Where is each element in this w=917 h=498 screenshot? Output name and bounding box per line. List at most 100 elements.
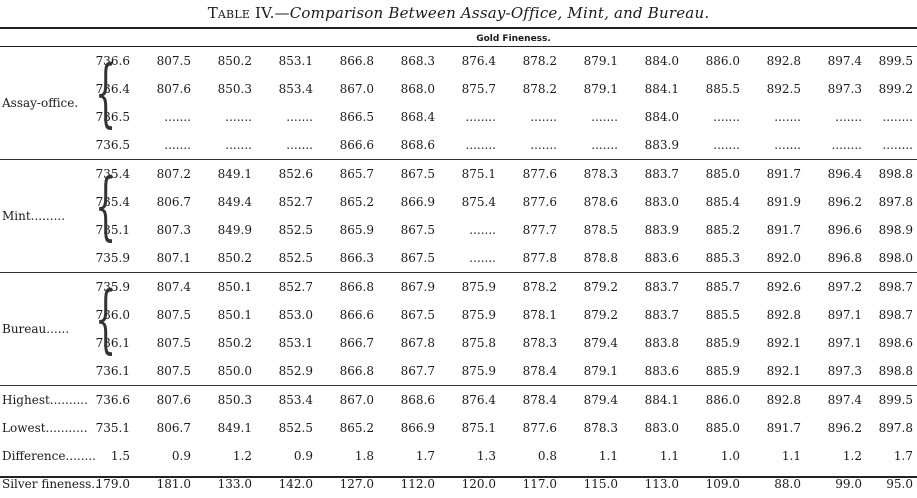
fineness-cell: 866.5 [339,110,374,124]
fineness-cell: 852.5 [278,251,313,265]
fineness-cell: ........ [882,138,913,152]
group-label: Mint......... [0,159,82,273]
fineness-cell: 866.3 [339,251,374,265]
fineness-cell: 883.6 [644,251,679,265]
fineness-cell: 865.9 [339,223,374,237]
summary-cell: 1.7 [415,449,435,463]
fineness-cell: ....... [591,110,618,124]
fineness-cell: ........ [882,110,913,124]
summary-cell: 109.0 [705,477,740,491]
fineness-cell: 807.4 [134,272,195,301]
fineness-cell: 898.7 [878,308,913,322]
summary-cell: 878.3 [583,421,618,435]
summary-cell: 853.4 [256,385,317,414]
fineness-cell: 897.1 [827,336,862,350]
fineness-cell: 898.7 [866,272,917,301]
fineness-cell: 879.1 [583,82,618,96]
fineness-cell: 883.6 [644,364,679,378]
fineness-cell: 892.8 [766,54,801,68]
fineness-cell: 885.5 [705,82,740,96]
group-label: Bureau...... [0,272,82,386]
bottom-rule [0,476,917,478]
fineness-cell: ....... [469,251,496,265]
fineness-cell: 878.5 [583,223,618,237]
fineness-cell: 736.1 [95,364,130,378]
summary-cell: 875.1 [461,421,496,435]
summary-cell: 127.0 [339,477,374,491]
fineness-cell: 852.9 [278,364,313,378]
table-row: 736.1 807.5 850.0 852.9 866.8 867.7 875.9 878.4… [0,357,917,386]
fineness-cell: 866.8 [317,272,378,301]
fineness-cell: 896.6 [827,223,862,237]
table-row: 735.4 806.7 849.4 852.7 865.2 866.9 875.4 877.6… [0,188,917,216]
fineness-cell: ....... [774,138,801,152]
fineness-cell: 875.7 [461,82,496,96]
fineness-cell: 853.4 [278,82,313,96]
summary-cell: 883.0 [644,421,679,435]
summary-cell: 142.0 [278,477,313,491]
fineness-cell: 867.0 [339,82,374,96]
summary-cell: 897.8 [878,421,913,435]
summary-row: Difference........ 1.5 0.9 1.2 0.9 1.8 1.7 1.3 0… [0,442,917,470]
fineness-cell: 878.4 [522,364,557,378]
fineness-cell: 877.7 [522,223,557,237]
fineness-cell: ....... [774,110,801,124]
table-row: 736.0 807.5 850.1 853.0 866.6 867.5 875.9 878.1… [0,301,917,329]
data-table: Assay-office.{736.6 807.5 850.2 853.1 866.8 8… [0,47,917,498]
fineness-cell: 883.8 [644,336,679,350]
fineness-cell: 883.0 [644,195,679,209]
brace-glyph: { [94,275,117,362]
fineness-cell: 736.5 [95,110,130,124]
fineness-cell: ....... [286,138,313,152]
fineness-cell: 735.4 [95,195,130,209]
fineness-cell: 868.0 [400,82,435,96]
fineness-cell: 735.1 [95,223,130,237]
fineness-cell: 885.4 [705,195,740,209]
fineness-cell: 885.5 [705,308,740,322]
table-row: Assay-office.{736.6 807.5 850.2 853.1 866.8 8… [0,47,917,130]
fineness-cell: 849.9 [217,223,252,237]
fineness-cell: 807.2 [134,159,195,188]
summary-cell: 879.4 [561,385,622,414]
summary-cell: 896.2 [827,421,862,435]
fineness-cell: ....... [530,110,557,124]
fineness-cell: 875.9 [439,272,500,301]
fineness-cell: 883.9 [644,138,679,152]
fineness-cell: 883.7 [622,272,683,301]
summary-cell: 891.7 [766,421,801,435]
fineness-cell: 866.7 [339,336,374,350]
fineness-cell: 883.9 [644,223,679,237]
fineness-cell: 735.9 [92,272,134,301]
fineness-cell: 878.6 [583,195,618,209]
fineness-cell: 896.8 [827,251,862,265]
fineness-cell: 853.1 [278,336,313,350]
summary-cell: 868.6 [378,385,439,414]
fineness-cell: ........ [831,138,862,152]
fineness-cell: 865.2 [339,195,374,209]
fineness-cell: ....... [591,138,618,152]
fineness-cell: 850.2 [217,251,252,265]
fineness-cell: ....... [713,110,740,124]
fineness-cell: 867.5 [400,251,435,265]
fineness-cell: 867.5 [400,308,435,322]
fineness-cell: ....... [286,110,313,124]
fineness-cell: 878.8 [583,251,618,265]
fineness-cell: 852.6 [256,159,317,188]
summary-cell: 852.5 [278,421,313,435]
summary-cell: 1.8 [354,449,374,463]
fineness-cell: 868.4 [400,110,435,124]
summary-cell: 850.3 [195,385,256,414]
fineness-cell: 899.2 [878,82,913,96]
fineness-cell: 879.2 [561,272,622,301]
fineness-cell: 884.1 [644,82,679,96]
fineness-cell: ....... [225,138,252,152]
table-row: 736.5..................... 866.5 868.4....… [0,103,917,131]
fineness-cell: 850.1 [195,272,256,301]
summary-cell: 899.5 [866,385,917,414]
summary-cell: 0.9 [293,449,313,463]
fineness-cell: 807.5 [156,336,191,350]
fineness-cell: 867.8 [400,336,435,350]
fineness-cell: 867.9 [378,272,439,301]
fineness-cell: 892.1 [766,336,801,350]
fineness-cell: 877.8 [522,251,557,265]
